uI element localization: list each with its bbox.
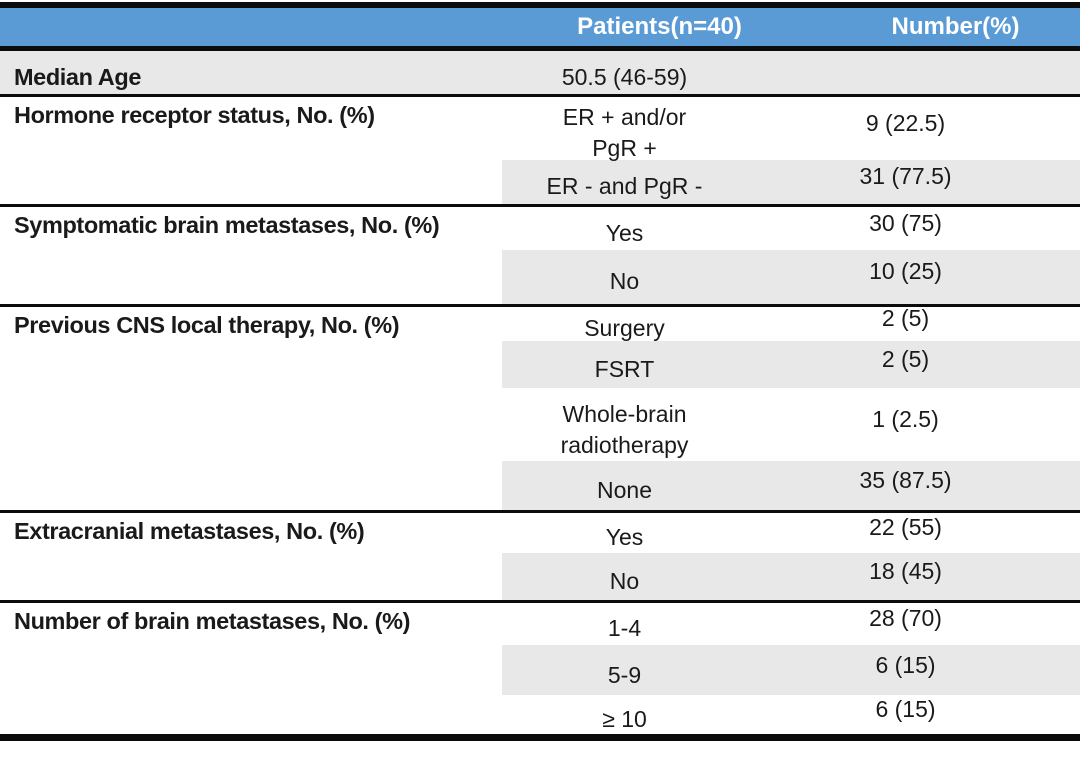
value-line-2: radiotherapy [560, 431, 689, 458]
number-text: 2 (5) [881, 305, 930, 332]
number-cell: 35 (87.5) [747, 461, 1080, 511]
number-cell: 6 (15) [747, 645, 1080, 695]
column-header-number-label: Number(%) [891, 12, 1020, 40]
number-cell: 10 (25) [747, 250, 1080, 305]
table-row-brainmets-1-4: Number of brain metastases, No. (%) 1-4 … [0, 599, 1080, 741]
value-cell: Surgery [502, 303, 747, 342]
table-row-cns-fsrt: FSRT 2 (5) [0, 341, 1080, 388]
number-text: 6 (15) [875, 695, 936, 722]
number-text: 9 (22.5) [865, 109, 946, 136]
value-cell: ER - and PgR - [502, 160, 747, 205]
row-label-text: Symptomatic brain metastases, No. (%) [14, 211, 440, 238]
value-line-1: ER + and/or [562, 104, 687, 131]
row-label-previous-cns-local-therapy: Previous CNS local therapy, No. (%) [0, 303, 502, 511]
value-cell: ≥ 10 [502, 695, 747, 741]
table-row-brainmets-5-9: 5-9 6 (15) [0, 645, 1080, 695]
value-cell: Yes [502, 509, 747, 553]
value-cell: 1-4 [502, 599, 747, 645]
number-text: 28 (70) [869, 605, 942, 632]
value-text: ER + and/or PgR + [563, 102, 686, 164]
column-header-number: Number(%) [747, 2, 1080, 51]
number-cell: 28 (70) [747, 599, 1080, 645]
value-cell: 50.5 (46-59) [502, 48, 747, 95]
table-row-brainmets-10-plus: ≥ 10 6 (15) [0, 695, 1080, 741]
table-row-symptomatic-yes: Symptomatic brain metastases, No. (%) Ye… [0, 203, 1080, 305]
number-cell: 1 (2.5) [747, 388, 1080, 461]
table-row-extracranial-yes: Extracranial metastases, No. (%) Yes 22 … [0, 509, 1080, 601]
table-row-symptomatic-no: No 10 (25) [0, 250, 1080, 305]
number-text: 35 (87.5) [859, 466, 952, 493]
row-label-median-age: Median Age [0, 48, 502, 95]
patient-characteristics-table: Patients(n=40) Number(%) Median Age 50.5… [0, 2, 1080, 741]
value-cell: ER + and/or PgR + [502, 93, 747, 161]
number-cell: 30 (75) [747, 203, 1080, 250]
number-cell [747, 48, 1080, 95]
row-label-text: Extracranial metastases, No. (%) [14, 517, 365, 544]
row-label-extracranial-metastases: Extracranial metastases, No. (%) [0, 509, 502, 601]
value-text: None [597, 476, 652, 503]
number-cell: 6 (15) [747, 695, 1080, 741]
value-text: No [609, 268, 640, 295]
number-text: 10 (25) [869, 258, 942, 285]
value-line-1: Whole-brain [562, 400, 687, 427]
header-row: Patients(n=40) Number(%) [0, 2, 1080, 51]
number-text: 22 (55) [869, 514, 942, 541]
value-text: 1-4 [607, 615, 642, 642]
table-row-median-age: Median Age 50.5 (46-59) [0, 48, 1080, 95]
table-row-cns-none: None 35 (87.5) [0, 461, 1080, 511]
value-text: ≥ 10 [602, 705, 647, 732]
table-row-hormone-er-negative: ER - and PgR - 31 (77.5) [0, 160, 1080, 205]
table-row-hormone-er-positive: Hormone receptor status, No. (%) ER + an… [0, 93, 1080, 205]
number-cell: 2 (5) [747, 303, 1080, 341]
number-cell: 18 (45) [747, 553, 1080, 601]
number-text: 1 (2.5) [872, 406, 939, 432]
value-cell: No [502, 250, 747, 305]
value-line-2: PgR + [592, 135, 657, 162]
value-cell: 5-9 [502, 645, 747, 695]
number-text: 6 (15) [875, 651, 936, 678]
number-cell: 9 (22.5) [747, 93, 1080, 160]
row-label-text: Previous CNS local therapy, No. (%) [14, 311, 400, 338]
value-text: No [609, 567, 640, 594]
value-cell: Whole-brain radiotherapy [502, 388, 747, 461]
row-label-text: Hormone receptor status, No. (%) [14, 101, 375, 128]
row-label-text: Median Age [14, 63, 142, 90]
row-label-text: Number of brain metastases, No. (%) [14, 607, 411, 634]
number-text: 30 (75) [869, 209, 942, 236]
value-text: Yes [605, 219, 644, 246]
table-row-cns-whole-brain: Whole-brain radiotherapy 1 (2.5) [0, 388, 1080, 461]
number-text: 2 (5) [881, 346, 930, 372]
value-cell: No [502, 553, 747, 601]
number-text: 31 (77.5) [859, 163, 952, 190]
value-text: 5-9 [607, 661, 642, 688]
number-cell: 2 (5) [747, 341, 1080, 388]
row-label-symptomatic-brain-metastases: Symptomatic brain metastases, No. (%) [0, 203, 502, 305]
header-empty-cell [0, 2, 502, 51]
number-cell: 22 (55) [747, 509, 1080, 553]
column-header-patients: Patients(n=40) [502, 2, 747, 51]
table-row-cns-surgery: Previous CNS local therapy, No. (%) Surg… [0, 303, 1080, 511]
value-text: ER - and PgR - [546, 173, 703, 200]
value-text: Whole-brain radiotherapy [561, 399, 689, 461]
value-cell: None [502, 461, 747, 511]
value-text: Surgery [584, 315, 665, 342]
column-header-patients-label: Patients(n=40) [577, 12, 742, 40]
value-text: FSRT [594, 356, 655, 382]
table-row-extracranial-no: No 18 (45) [0, 553, 1080, 601]
number-text: 18 (45) [869, 557, 942, 584]
row-label-hormone-receptor-status: Hormone receptor status, No. (%) [0, 93, 502, 205]
value-cell: FSRT [502, 341, 747, 388]
value-text: 50.5 (46-59) [561, 63, 688, 90]
value-text: Yes [605, 524, 644, 551]
row-label-number-of-brain-metastases: Number of brain metastases, No. (%) [0, 599, 502, 741]
number-cell: 31 (77.5) [747, 160, 1080, 205]
value-cell: Yes [502, 203, 747, 250]
